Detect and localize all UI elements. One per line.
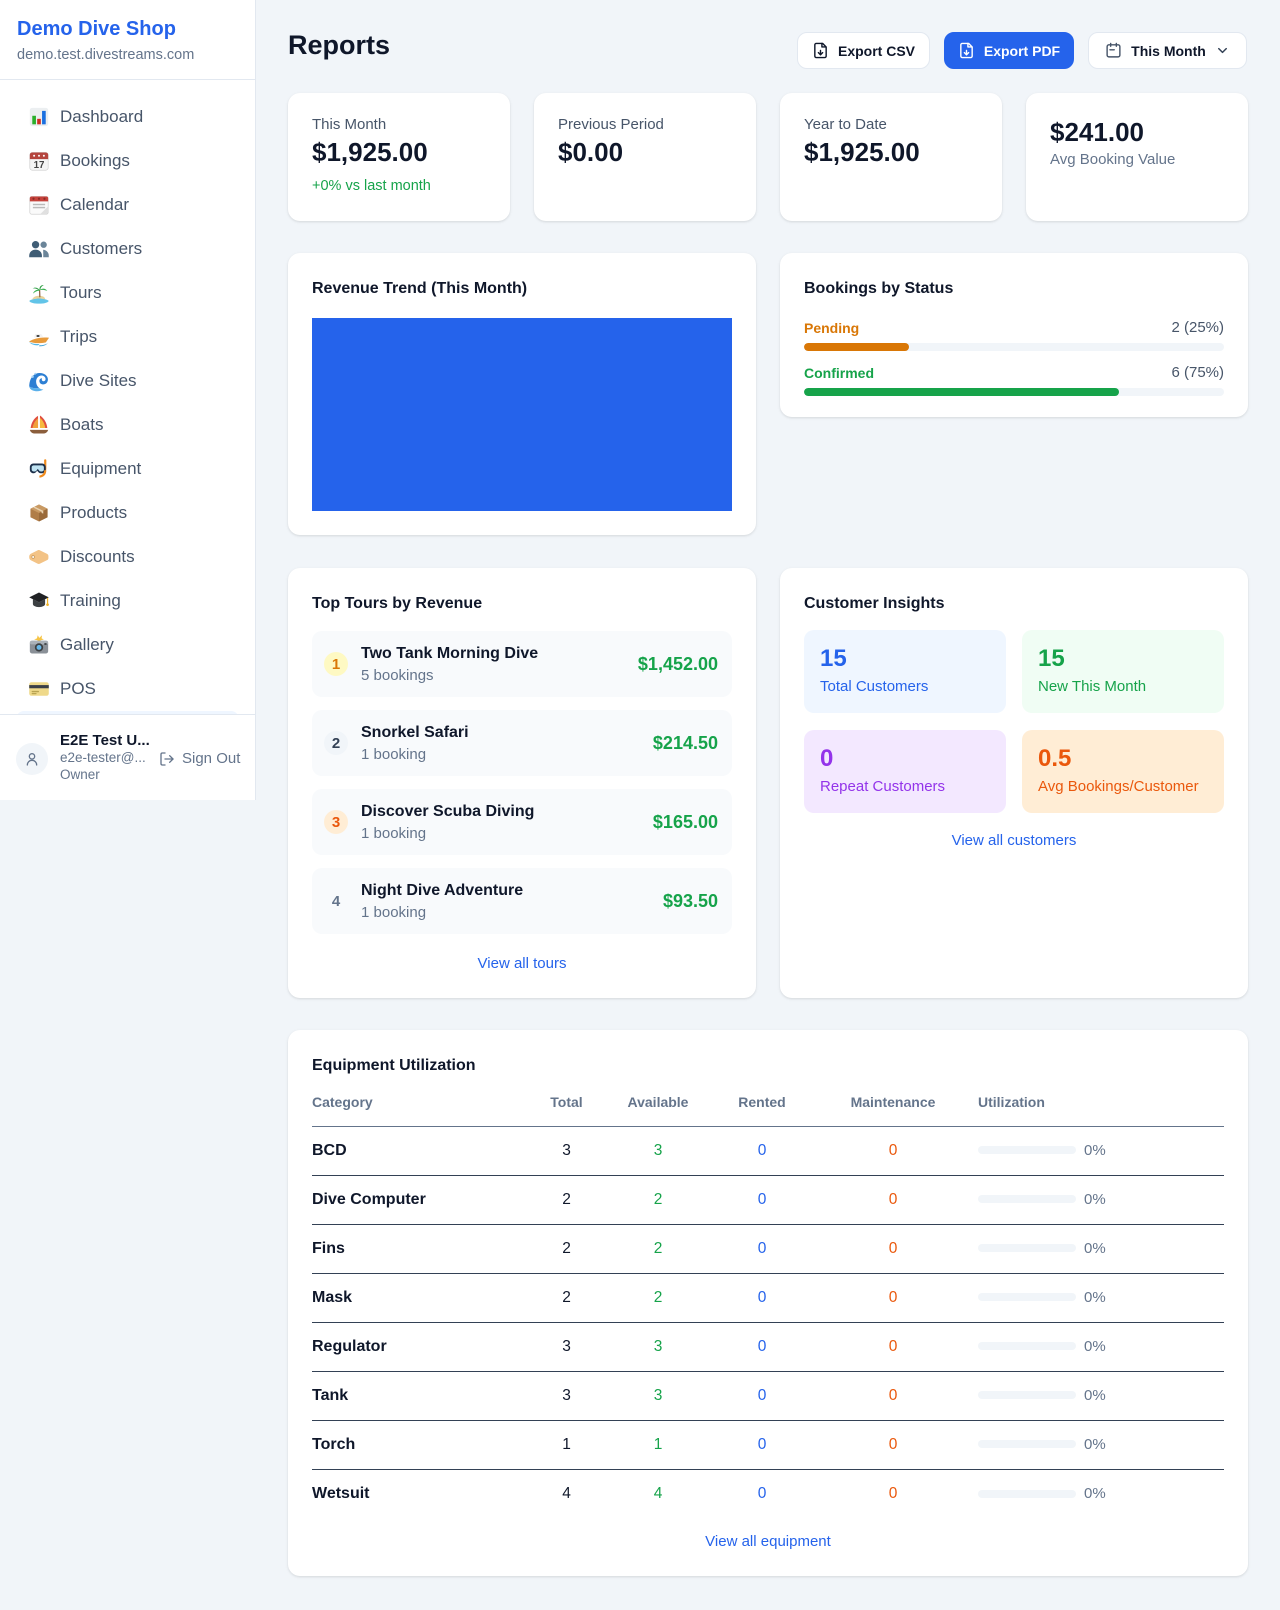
- svg-text:17: 17: [34, 160, 45, 171]
